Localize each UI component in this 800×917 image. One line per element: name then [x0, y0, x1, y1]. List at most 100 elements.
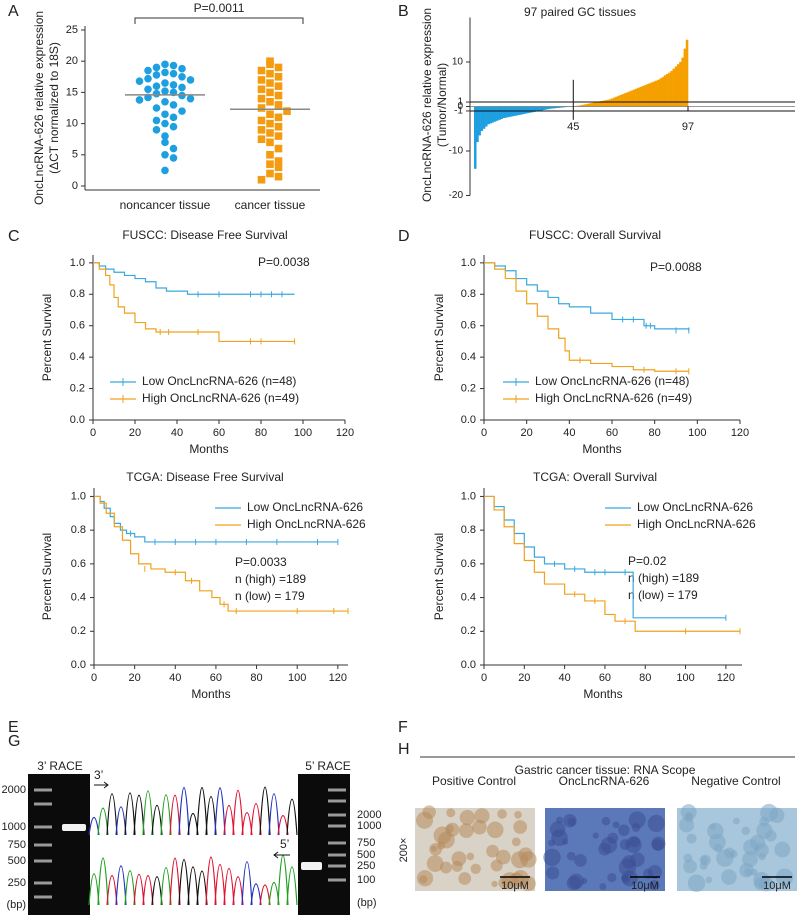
- scale-bar-label: 10μM: [763, 880, 791, 892]
- bar: [601, 100, 605, 107]
- panel-label: D: [398, 228, 410, 245]
- dot: [161, 97, 169, 106]
- chromatogram-peak: [160, 867, 172, 906]
- survival-curve: [93, 262, 295, 295]
- ladder-label: 1000: [2, 821, 26, 833]
- chromatogram-peak: [124, 870, 136, 906]
- bar: [507, 106, 510, 118]
- dot: [152, 71, 161, 79]
- bar: [632, 89, 636, 107]
- y-tick-label: 0.8: [461, 524, 476, 536]
- dot: [161, 132, 169, 140]
- bar: [582, 104, 585, 107]
- x-tick-label: 20: [129, 427, 141, 439]
- bar: [502, 106, 506, 119]
- x-tick-label: 0: [90, 427, 96, 439]
- chromatogram-peak: [277, 854, 289, 906]
- bar: [648, 83, 651, 107]
- bar: [533, 106, 537, 112]
- x-tick-label: noncancer tissue: [120, 198, 211, 212]
- dot: [266, 60, 274, 69]
- bar: [599, 101, 603, 107]
- chromatogram-peak: [268, 881, 280, 906]
- legend-label: Low OncLncRNA-626: [247, 500, 363, 514]
- dot: [266, 160, 274, 168]
- chromatogram-peak: [232, 789, 244, 836]
- legend-label: High OncLncRNA-626 (n=49): [535, 391, 692, 405]
- dot: [161, 79, 169, 87]
- gel-band: [328, 799, 346, 803]
- y-tick-label: 0.4: [70, 351, 85, 363]
- y-tick-label: 0.2: [70, 382, 85, 394]
- chromatogram-peak: [88, 873, 100, 906]
- chromatogram-peak: [187, 866, 199, 906]
- y-tick-label: 0.6: [461, 558, 476, 570]
- y-tick-label: 10: [452, 57, 464, 68]
- chromatogram-peak: [160, 794, 172, 836]
- bar: [524, 106, 528, 114]
- legend-label: Low OncLncRNA-626: [637, 500, 753, 514]
- cell: [459, 810, 475, 826]
- magnification: 200×: [398, 838, 410, 863]
- cell: [446, 808, 456, 818]
- cell: [566, 875, 582, 891]
- cell: [601, 816, 611, 826]
- bar: [665, 74, 669, 107]
- chromatogram-peak: [277, 814, 289, 836]
- bar: [504, 106, 508, 118]
- gel-title: 3’ RACE: [37, 759, 83, 773]
- bar: [643, 85, 647, 107]
- y-tick-label: -20: [449, 190, 464, 201]
- bar: [586, 103, 590, 107]
- cell: [706, 822, 724, 840]
- annotation: P=0.0038: [258, 255, 310, 269]
- cell: [705, 876, 713, 884]
- y-tick-label: 1.0: [71, 490, 86, 502]
- cell: [466, 852, 475, 861]
- ladder-label: 750: [8, 839, 26, 851]
- chromatogram-peak: [97, 807, 109, 836]
- chromatogram-peak: [178, 858, 190, 906]
- bar: [531, 106, 534, 113]
- cell: [581, 878, 588, 885]
- x-tick-label: 0: [91, 672, 97, 684]
- chromatogram-peak: [142, 790, 154, 836]
- cell: [625, 836, 642, 853]
- bar: [679, 62, 682, 107]
- x-tick-label: 97: [682, 121, 694, 133]
- dot: [144, 85, 152, 94]
- panel-label: C: [8, 228, 20, 245]
- bar: [626, 92, 629, 107]
- cell: [495, 849, 511, 865]
- x-tick-label: 60: [599, 672, 611, 684]
- x-tick-label: 40: [169, 672, 181, 684]
- bar: [522, 106, 526, 115]
- cell: [619, 839, 631, 850]
- y-tick-label: 1.0: [461, 257, 476, 269]
- dot: [266, 169, 274, 178]
- dot: [169, 144, 178, 153]
- dot: [266, 110, 274, 119]
- y-tick-label: 0.6: [71, 558, 86, 570]
- bar: [674, 66, 678, 107]
- bar: [604, 100, 607, 107]
- dot: [186, 76, 195, 84]
- cell: [520, 851, 537, 868]
- dot: [152, 104, 161, 112]
- dot: [161, 87, 169, 95]
- chromatogram-peak: [232, 876, 244, 906]
- cell: [416, 811, 434, 829]
- bar: [542, 106, 545, 111]
- bar: [590, 102, 594, 107]
- chromatogram-peak: [151, 804, 163, 836]
- ladder-label: 750: [357, 837, 375, 849]
- bar: [670, 70, 673, 107]
- chromatogram-peak: [286, 866, 298, 906]
- ladder-label: 500: [8, 855, 26, 867]
- x-tick-label: 120: [731, 427, 749, 439]
- x-tick-label: 40: [563, 427, 575, 439]
- dot: [274, 122, 283, 131]
- annotation: P=0.02: [628, 554, 667, 568]
- arrow-label: 5’: [280, 837, 289, 851]
- chromatogram-peak: [205, 796, 217, 836]
